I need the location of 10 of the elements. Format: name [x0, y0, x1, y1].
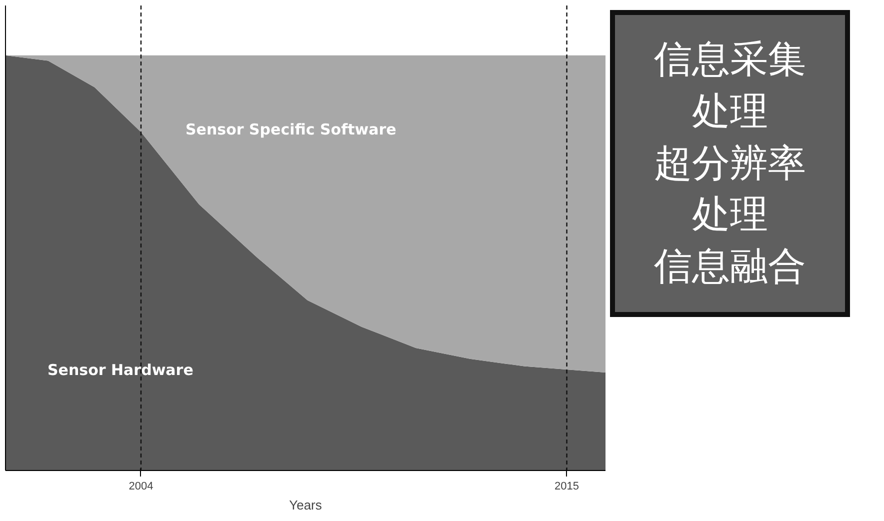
text: 信息融合: [653, 244, 807, 288]
x-tick-label: 2004: [128, 480, 154, 492]
x-tick-label: 2015: [554, 480, 580, 492]
series-label: Sensor Specific Software: [186, 120, 396, 138]
x-axis-title: Years: [289, 498, 322, 512]
text: 处理: [691, 192, 769, 236]
series-label: Sensor Hardware: [48, 361, 194, 380]
text: 信息采集: [653, 37, 807, 81]
text: 超分辨率: [653, 140, 807, 185]
text: 处理: [691, 88, 769, 133]
